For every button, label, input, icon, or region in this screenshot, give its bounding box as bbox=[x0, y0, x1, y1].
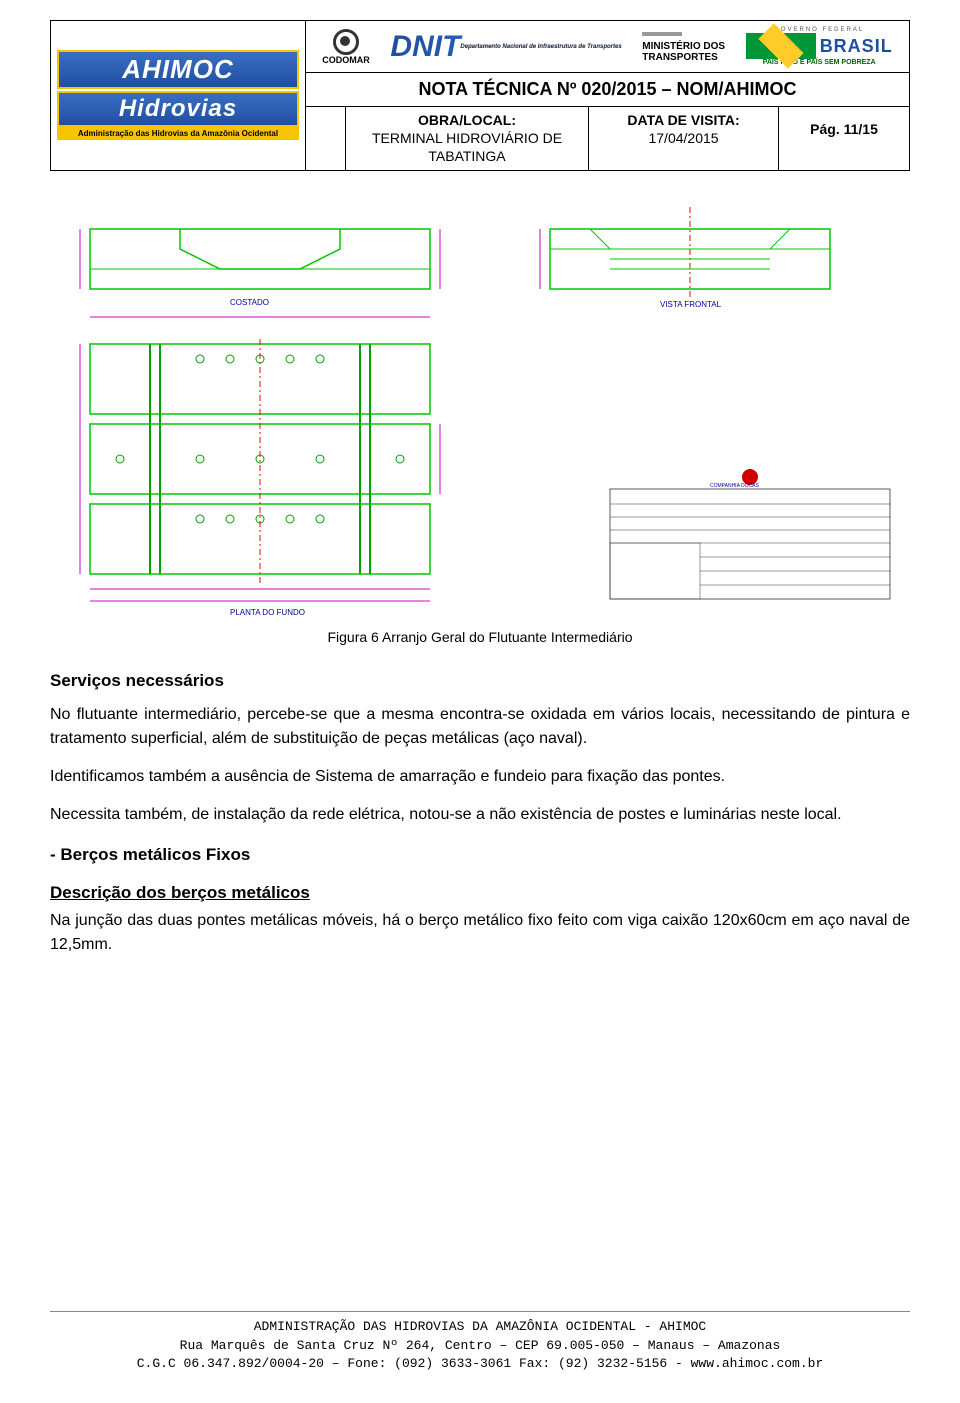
document-header: AHIMOC Hidrovias Administração das Hidro… bbox=[50, 20, 910, 171]
codomar-label: CODOMAR bbox=[322, 55, 370, 65]
paragraph-4: Na junção das duas pontes metálicas móve… bbox=[50, 909, 910, 957]
ahimoc-logo-cell: AHIMOC Hidrovias Administração das Hidro… bbox=[51, 21, 306, 170]
footer-line-3: C.G.C 06.347.892/0004-20 – Fone: (092) 3… bbox=[50, 1355, 910, 1373]
header-meta-row: OBRA/LOCAL: TERMINAL HIDROVIÁRIO DE TABA… bbox=[306, 107, 909, 170]
title-block: COMPANHIA DOCAS bbox=[610, 469, 890, 599]
brasil-word: BRASIL bbox=[820, 36, 893, 57]
data-value: 17/04/2015 bbox=[595, 129, 772, 147]
view-costado: COSTADO bbox=[80, 229, 440, 317]
svg-text:COMPANHIA DOCAS: COMPANHIA DOCAS bbox=[710, 483, 759, 489]
dnit-logo: DNIT Departamento Nacional de Infraestru… bbox=[390, 30, 621, 64]
obra-label: OBRA/LOCAL: bbox=[352, 111, 582, 129]
label-planta-fundo: PLANTA DO FUNDO bbox=[230, 608, 305, 617]
label-costado: COSTADO bbox=[230, 298, 269, 307]
footer-line-2: Rua Marquês de Santa Cruz Nº 264, Centro… bbox=[50, 1337, 910, 1355]
page-number: Pág. 11/15 bbox=[779, 107, 909, 170]
ahimoc-logo-line1: AHIMOC bbox=[57, 50, 299, 89]
ahimoc-logo-sub: Administração das Hidrovias da Amazônia … bbox=[57, 127, 299, 140]
data-label: DATA DE VISITA: bbox=[595, 111, 772, 129]
dnit-desc: Departamento Nacional de Infraestrutura … bbox=[460, 44, 621, 50]
brasil-sub: PAÍS RICO É PAÍS SEM POBREZA bbox=[746, 59, 893, 66]
heading-descricao-bercos: Descrição dos berços metálicos bbox=[50, 883, 910, 903]
paragraph-2: Identificamos também a ausência de Siste… bbox=[50, 765, 910, 789]
view-planta-fundo: PLANTA DO FUNDO bbox=[80, 339, 440, 617]
dnit-label: DNIT bbox=[390, 30, 460, 64]
footer-line-1: ADMINISTRAÇÃO DAS HIDROVIAS DA AMAZÔNIA … bbox=[50, 1318, 910, 1336]
ministerio-logo: MINISTÉRIO DOS TRANSPORTES bbox=[642, 30, 725, 63]
paragraph-1: No flutuante intermediário, percebe-se q… bbox=[50, 703, 910, 751]
view-frontal: VISTA FRONTAL bbox=[540, 207, 830, 309]
label-vista-frontal: VISTA FRONTAL bbox=[660, 300, 722, 309]
heading-servicos: Serviços necessários bbox=[50, 671, 910, 691]
brasil-logo: GOVERNO FEDERAL BRASIL PAÍS RICO É PAÍS … bbox=[746, 27, 893, 66]
figure-caption: Figura 6 Arranjo Geral do Flutuante Inte… bbox=[50, 629, 910, 645]
ministerio-l2: TRANSPORTES bbox=[642, 52, 718, 63]
ahimoc-logo-line2: Hidrovias bbox=[57, 91, 299, 127]
paragraph-3: Necessita também, de instalação da rede … bbox=[50, 803, 910, 827]
obra-local-cell: OBRA/LOCAL: TERMINAL HIDROVIÁRIO DE TABA… bbox=[346, 107, 589, 170]
data-visita-cell: DATA DE VISITA: 17/04/2015 bbox=[589, 107, 779, 170]
obra-value: TERMINAL HIDROVIÁRIO DE TABATINGA bbox=[352, 129, 582, 165]
ministerio-l1: MINISTÉRIO DOS bbox=[642, 41, 725, 52]
heading-bercos: - Berços metálicos Fixos bbox=[50, 845, 910, 865]
codomar-logo: CODOMAR bbox=[322, 29, 370, 65]
page-footer: ADMINISTRAÇÃO DAS HIDROVIAS DA AMAZÔNIA … bbox=[50, 1311, 910, 1373]
document-title: NOTA TÉCNICA Nº 020/2015 – NOM/AHIMOC bbox=[306, 73, 909, 106]
header-top-row: CODOMAR DNIT Departamento Nacional de In… bbox=[306, 21, 909, 107]
technical-drawing: COSTADO VISTA FRONTAL bbox=[50, 199, 910, 619]
drawing-svg: COSTADO VISTA FRONTAL bbox=[50, 199, 910, 619]
